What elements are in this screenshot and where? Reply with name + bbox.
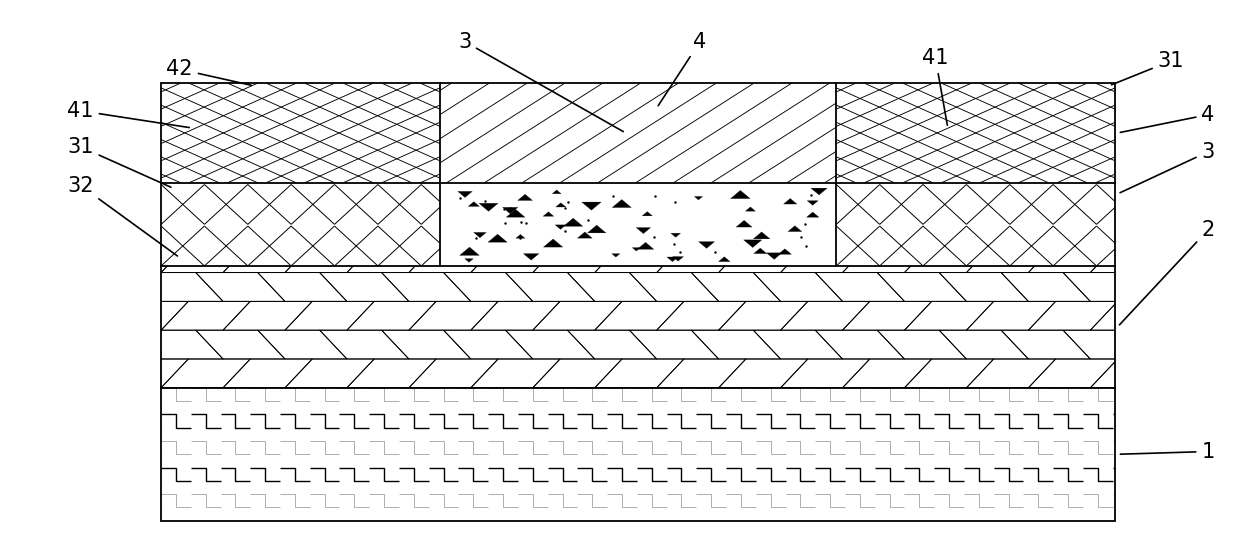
Polygon shape [667, 257, 678, 261]
Polygon shape [460, 247, 479, 255]
Polygon shape [612, 199, 632, 208]
Polygon shape [719, 257, 730, 261]
Polygon shape [699, 242, 715, 248]
Polygon shape [753, 232, 769, 239]
Polygon shape [507, 209, 525, 217]
Text: 4: 4 [658, 32, 706, 106]
Polygon shape [753, 248, 767, 254]
Polygon shape [555, 225, 566, 229]
Text: 2: 2 [1120, 220, 1214, 325]
Polygon shape [518, 194, 533, 201]
Text: 3: 3 [1120, 142, 1214, 193]
Text: 42: 42 [166, 59, 252, 85]
Polygon shape [642, 212, 653, 216]
Polygon shape [788, 226, 802, 232]
Polygon shape [673, 257, 684, 261]
Polygon shape [488, 234, 507, 242]
Polygon shape [746, 207, 756, 211]
Polygon shape [465, 259, 473, 262]
Text: 31: 31 [1111, 51, 1184, 85]
Polygon shape [523, 254, 539, 260]
Text: 31: 31 [67, 137, 171, 187]
Polygon shape [457, 191, 472, 197]
Polygon shape [812, 188, 828, 195]
Polygon shape [564, 218, 582, 226]
Text: 41: 41 [922, 48, 949, 125]
Polygon shape [767, 253, 782, 259]
Polygon shape [544, 239, 563, 247]
Polygon shape [807, 201, 818, 206]
Polygon shape [612, 254, 620, 257]
Polygon shape [778, 249, 792, 254]
Polygon shape [731, 191, 750, 198]
Polygon shape [556, 203, 566, 207]
Bar [440, 183, 836, 266]
Polygon shape [670, 233, 680, 237]
Polygon shape [479, 203, 498, 211]
Polygon shape [553, 190, 561, 194]
Text: 3: 3 [458, 32, 623, 132]
Polygon shape [468, 202, 479, 207]
Polygon shape [636, 228, 650, 234]
Polygon shape [694, 197, 703, 200]
Polygon shape [632, 248, 641, 251]
Polygon shape [577, 232, 592, 238]
Polygon shape [807, 212, 819, 217]
Polygon shape [473, 233, 486, 238]
Text: 41: 41 [67, 101, 190, 127]
Polygon shape [736, 220, 752, 227]
Polygon shape [783, 198, 797, 204]
Bar [161, 83, 1115, 521]
Text: 32: 32 [67, 176, 177, 256]
Text: 4: 4 [1120, 105, 1214, 132]
Polygon shape [743, 240, 762, 248]
Text: 1: 1 [1120, 442, 1214, 461]
Polygon shape [582, 202, 601, 210]
Polygon shape [515, 234, 525, 238]
Polygon shape [543, 212, 554, 216]
Polygon shape [503, 207, 518, 214]
Polygon shape [637, 242, 654, 249]
Polygon shape [587, 225, 606, 233]
